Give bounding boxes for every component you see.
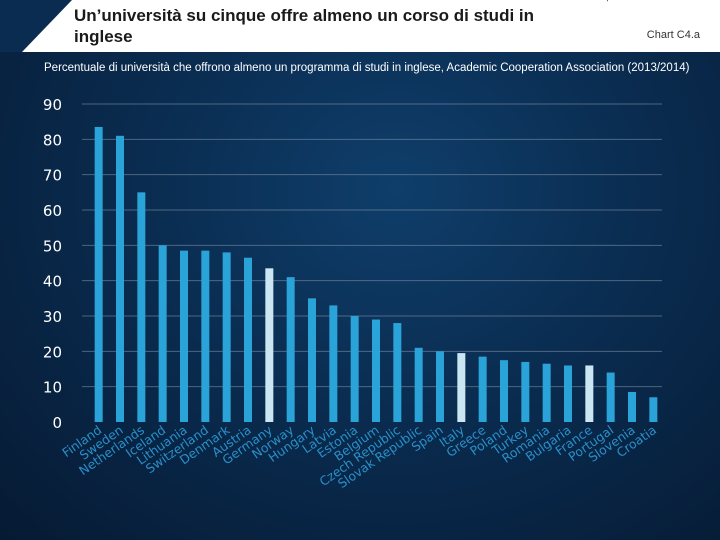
bar — [158, 245, 167, 422]
bar — [286, 277, 295, 422]
bar — [628, 391, 636, 422]
y-tick-label: 10 — [43, 379, 62, 397]
y-tick-label: 40 — [43, 273, 62, 291]
bar — [244, 257, 252, 422]
bar — [201, 250, 210, 422]
bar — [436, 351, 444, 422]
bar — [606, 372, 615, 422]
bar — [478, 356, 487, 422]
bar — [180, 250, 188, 422]
bar — [500, 360, 508, 422]
bar — [222, 252, 231, 422]
chart-title: Un’università su cinque offre almeno un … — [74, 6, 535, 46]
bar — [94, 126, 103, 422]
chart-subtitle: Percentuale di università che offrono al… — [44, 62, 690, 74]
bar — [521, 361, 530, 422]
bar — [393, 323, 402, 422]
bar — [457, 353, 466, 422]
chart-id-box: Chart C4.a — [580, 0, 720, 52]
chart-id-label: Chart C4.a — [646, 29, 700, 41]
bar — [265, 268, 274, 422]
y-tick-label: 90 — [43, 96, 62, 114]
y-tick-label: 30 — [43, 308, 62, 326]
bar — [116, 135, 124, 423]
y-tick-label: 0 — [52, 414, 62, 432]
title-box — [22, 0, 607, 52]
y-tick-label: 20 — [43, 343, 62, 361]
bar — [649, 397, 658, 422]
y-tick-label: 80 — [43, 131, 62, 149]
y-tick-label: 60 — [43, 202, 62, 220]
bar — [542, 363, 551, 422]
bar — [350, 316, 359, 422]
bar — [414, 347, 423, 422]
bar — [372, 319, 380, 422]
bar — [585, 365, 594, 422]
y-tick-label: 50 — [43, 237, 62, 255]
bar — [137, 192, 146, 422]
bar — [564, 365, 572, 422]
bar — [329, 305, 338, 422]
bar — [308, 298, 316, 422]
y-tick-label: 70 — [43, 167, 62, 185]
